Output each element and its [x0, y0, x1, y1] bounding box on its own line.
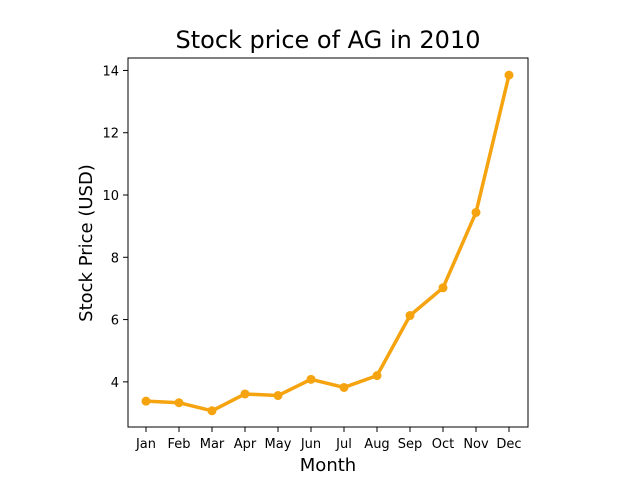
data-point	[141, 396, 151, 406]
series-line	[144, 73, 511, 413]
y-axis-label: Stock Price (USD)	[76, 164, 97, 322]
x-tick-label: Dec	[496, 437, 521, 452]
x-tick-label: Mar	[200, 437, 225, 452]
x-tick-label: Sep	[398, 437, 423, 452]
data-point	[339, 382, 349, 392]
data-point	[504, 70, 514, 80]
x-tick-label: Nov	[463, 437, 489, 452]
x-tick-label: Oct	[432, 437, 454, 452]
data-point	[405, 311, 415, 321]
x-tick-label: Jun	[300, 437, 321, 452]
chart-title: Stock price of AG in 2010	[176, 26, 481, 54]
data-point	[306, 374, 316, 384]
y-tick-label: 14	[102, 64, 119, 79]
data-point	[273, 391, 283, 401]
y-tick-label: 4	[111, 376, 119, 391]
y-tick-label: 10	[102, 189, 119, 204]
x-tick-label: Feb	[167, 437, 190, 452]
plot-area-frame	[127, 57, 529, 428]
y-axis: 4 6 8 10 12 14	[102, 64, 128, 391]
y-tick-label: 6	[111, 314, 119, 329]
data-point	[471, 207, 481, 217]
x-tick-label: Apr	[234, 437, 257, 452]
data-point	[438, 283, 448, 293]
x-tick-label: Jan	[135, 437, 156, 452]
x-axis: Jan Feb Mar Apr May Jun Jul Aug Sep Oct Nov Dec	[135, 427, 522, 452]
y-tick-label: 12	[102, 127, 119, 142]
x-tick-label: Jul	[335, 437, 352, 452]
x-tick-label: Aug	[364, 437, 389, 452]
data-point	[174, 398, 184, 408]
x-axis-label: Month	[300, 455, 356, 476]
series-layer	[141, 70, 514, 416]
data-point	[372, 371, 382, 381]
x-tick-label: May	[265, 437, 292, 452]
data-point	[207, 406, 217, 416]
y-tick-label: 8	[111, 251, 119, 266]
data-point	[240, 389, 250, 399]
